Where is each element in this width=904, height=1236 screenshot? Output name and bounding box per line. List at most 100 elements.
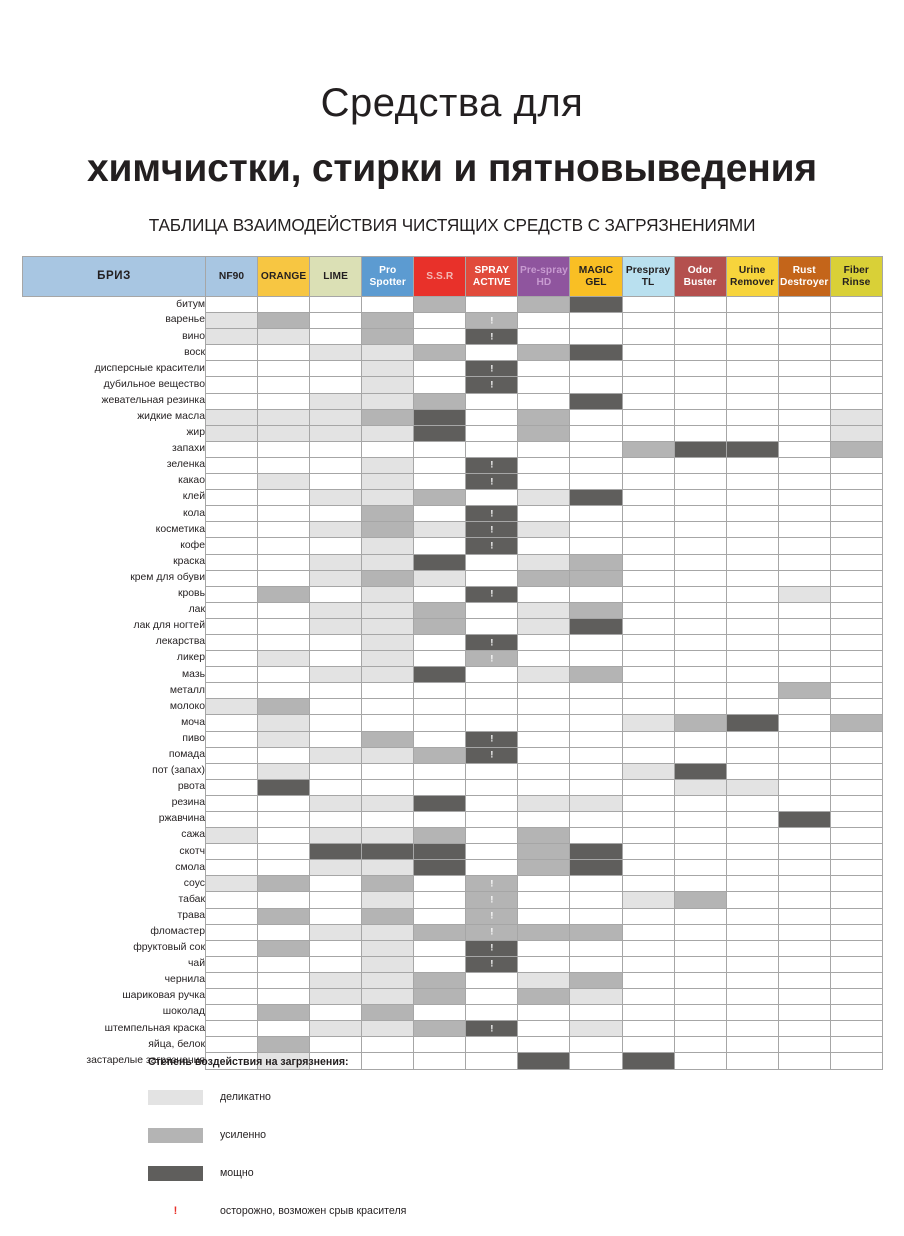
table-cell[interactable]	[569, 569, 623, 587]
table-cell[interactable]	[204, 843, 259, 861]
table-cell[interactable]	[309, 682, 363, 700]
table-cell[interactable]	[621, 505, 675, 523]
table-cell[interactable]	[309, 1036, 363, 1054]
table-cell[interactable]	[621, 698, 675, 716]
table-cell[interactable]	[725, 553, 779, 571]
table-cell[interactable]	[829, 489, 883, 507]
table-cell[interactable]	[777, 424, 831, 442]
table-cell[interactable]	[309, 907, 363, 925]
table-cell[interactable]	[465, 505, 519, 523]
table-cell[interactable]	[309, 376, 363, 394]
table-cell[interactable]	[829, 714, 883, 732]
table-cell[interactable]	[517, 714, 571, 732]
table-cell[interactable]	[517, 843, 571, 861]
table-cell[interactable]	[673, 827, 727, 845]
table-cell[interactable]	[777, 714, 831, 732]
table-cell[interactable]	[413, 328, 467, 346]
table-cell[interactable]	[777, 762, 831, 780]
table-cell[interactable]	[829, 473, 883, 491]
table-cell[interactable]	[777, 505, 831, 523]
table-cell[interactable]	[204, 569, 259, 587]
table-cell[interactable]	[465, 569, 519, 587]
table-cell[interactable]	[309, 585, 363, 603]
table-cell[interactable]	[777, 473, 831, 491]
table-cell[interactable]	[204, 875, 259, 893]
column-header-spray-active[interactable]: SPRAY ACTIVE	[465, 256, 519, 297]
table-cell[interactable]	[465, 456, 519, 475]
table-cell[interactable]	[621, 424, 675, 442]
table-cell[interactable]	[204, 392, 259, 410]
table-cell[interactable]	[361, 440, 415, 458]
column-header-pre-spray-hd[interactable]: Pre-spray HD	[517, 256, 571, 297]
table-cell[interactable]	[673, 553, 727, 571]
table-cell[interactable]	[309, 424, 363, 442]
table-cell[interactable]	[621, 392, 675, 410]
table-cell[interactable]	[361, 650, 415, 668]
table-cell[interactable]	[465, 714, 519, 732]
table-cell[interactable]	[829, 505, 883, 523]
table-cell[interactable]	[673, 1036, 727, 1054]
table-cell[interactable]	[829, 585, 883, 603]
table-cell[interactable]	[517, 923, 571, 941]
table-cell[interactable]	[517, 682, 571, 700]
table-cell[interactable]	[673, 650, 727, 668]
table-cell[interactable]	[413, 988, 467, 1006]
table-cell[interactable]	[569, 714, 623, 732]
table-cell[interactable]	[725, 489, 779, 507]
table-cell[interactable]	[517, 875, 571, 893]
table-cell[interactable]	[309, 698, 363, 716]
table-cell[interactable]	[725, 778, 779, 796]
table-cell[interactable]	[569, 1052, 623, 1070]
table-cell[interactable]	[517, 794, 571, 813]
table-cell[interactable]	[829, 360, 883, 378]
table-cell[interactable]	[517, 666, 571, 684]
table-cell[interactable]	[517, 810, 571, 829]
table-cell[interactable]	[621, 939, 675, 957]
table-cell[interactable]	[361, 939, 415, 957]
table-cell[interactable]	[465, 537, 519, 555]
table-cell[interactable]	[621, 1036, 675, 1054]
table-cell[interactable]	[673, 344, 727, 362]
table-cell[interactable]	[517, 1020, 571, 1038]
table-cell[interactable]	[829, 617, 883, 635]
table-cell[interactable]	[725, 891, 779, 909]
table-cell[interactable]	[777, 344, 831, 362]
table-cell[interactable]	[725, 505, 779, 523]
table-cell[interactable]	[673, 360, 727, 378]
table-cell[interactable]	[725, 907, 779, 925]
table-cell[interactable]	[413, 392, 467, 410]
table-cell[interactable]	[777, 810, 831, 829]
table-cell[interactable]	[569, 988, 623, 1006]
table-cell[interactable]	[725, 827, 779, 845]
table-cell[interactable]	[621, 408, 675, 426]
table-cell[interactable]	[361, 955, 415, 973]
table-cell[interactable]	[413, 1020, 467, 1038]
table-cell[interactable]	[517, 971, 571, 990]
table-cell[interactable]	[673, 537, 727, 555]
table-cell[interactable]	[569, 907, 623, 925]
table-cell[interactable]	[413, 295, 467, 314]
table-cell[interactable]	[361, 360, 415, 378]
table-cell[interactable]	[621, 682, 675, 700]
table-cell[interactable]	[309, 843, 363, 861]
table-cell[interactable]	[777, 328, 831, 346]
table-cell[interactable]	[621, 746, 675, 764]
table-cell[interactable]	[517, 859, 571, 877]
table-cell[interactable]	[204, 988, 259, 1006]
table-cell[interactable]	[309, 827, 363, 845]
table-cell[interactable]	[204, 730, 259, 748]
table-cell[interactable]	[257, 843, 311, 861]
table-cell[interactable]	[413, 505, 467, 523]
table-cell[interactable]	[777, 312, 831, 330]
table-cell[interactable]	[257, 424, 311, 442]
table-cell[interactable]	[569, 827, 623, 845]
table-cell[interactable]	[361, 489, 415, 507]
table-cell[interactable]	[673, 312, 727, 330]
table-cell[interactable]	[361, 344, 415, 362]
table-cell[interactable]	[777, 907, 831, 925]
table-cell[interactable]	[204, 505, 259, 523]
table-cell[interactable]	[725, 376, 779, 394]
table-cell[interactable]	[777, 440, 831, 458]
table-cell[interactable]	[465, 843, 519, 861]
table-cell[interactable]	[257, 633, 311, 652]
